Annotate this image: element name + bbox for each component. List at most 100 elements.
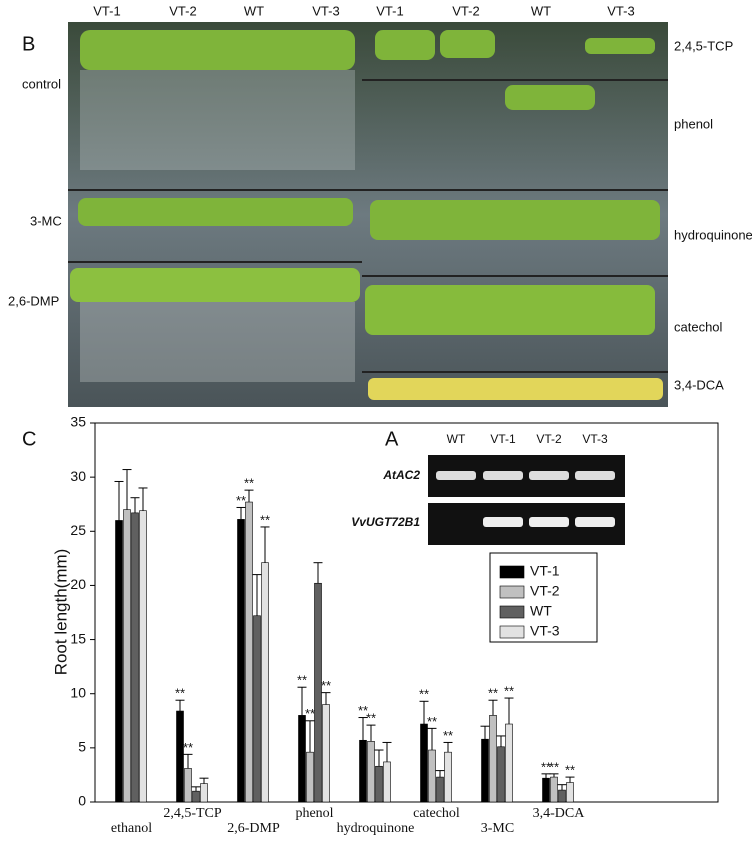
y-axis-title: Root length(mm) xyxy=(51,549,70,676)
bar xyxy=(505,723,513,803)
bar xyxy=(566,782,574,803)
bar xyxy=(436,776,444,803)
row-label: phenol xyxy=(674,116,713,131)
bar xyxy=(367,741,375,803)
panel-label: A xyxy=(385,428,399,450)
significance-label: ** xyxy=(504,683,514,698)
row-label: catechol xyxy=(674,319,723,334)
gene-label: VvUGT72B1 xyxy=(351,515,420,529)
x-tick-label: catechol xyxy=(413,806,460,821)
seedlings xyxy=(78,198,353,226)
bar xyxy=(123,509,131,803)
y-tick-label: 20 xyxy=(70,576,86,592)
legend-swatch xyxy=(499,565,525,579)
bar xyxy=(139,510,147,803)
gel-band xyxy=(436,471,476,480)
lane-label: VT-1 xyxy=(490,432,516,446)
gel-band xyxy=(483,517,523,527)
panel-label: C xyxy=(22,428,36,450)
legend-swatch xyxy=(499,605,525,619)
legend-label: VT-1 xyxy=(530,563,560,579)
roots xyxy=(80,302,355,382)
significance-label: ** xyxy=(297,673,307,688)
y-tick-label: 10 xyxy=(70,684,86,700)
column-label: VT-2 xyxy=(169,3,196,18)
y-tick-label: 0 xyxy=(78,793,86,809)
bar xyxy=(131,512,139,803)
bar xyxy=(176,710,184,803)
legend-swatch xyxy=(499,625,525,639)
significance-label: ** xyxy=(236,493,246,508)
x-tick-label: phenol xyxy=(295,806,333,821)
row-label: 2,6-DMP xyxy=(8,293,59,308)
significance-label: ** xyxy=(260,512,270,527)
significance-label: ** xyxy=(565,763,575,778)
row-label: 3-MC xyxy=(30,213,62,228)
gel-band xyxy=(483,471,523,480)
row-label: hydroquinone xyxy=(674,227,752,242)
column-label: VT-2 xyxy=(452,3,479,18)
y-tick-label: 25 xyxy=(70,522,86,538)
row-label: 3,4-DCA xyxy=(674,377,724,392)
seedlings xyxy=(585,38,655,54)
legend-label: VT-3 xyxy=(530,623,560,639)
bar xyxy=(420,723,428,803)
gel-band xyxy=(575,517,615,527)
significance-label: ** xyxy=(443,728,453,743)
lane-label: WT xyxy=(447,432,466,446)
column-label: VT-3 xyxy=(607,3,634,18)
significance-label: ** xyxy=(358,703,368,718)
bar xyxy=(192,790,200,803)
bar xyxy=(375,765,383,803)
bar xyxy=(261,562,269,803)
seedlings xyxy=(440,30,495,58)
x-tick-label: 3,4-DCA xyxy=(533,806,586,821)
photo-panel xyxy=(68,22,668,407)
bar xyxy=(481,738,489,803)
legend-label: VT-2 xyxy=(530,583,560,599)
significance-label: ** xyxy=(183,740,193,755)
row-label: 2,4,5-TCP xyxy=(674,38,733,53)
gel-band xyxy=(529,517,569,527)
column-label: VT-1 xyxy=(93,3,120,18)
bar xyxy=(115,520,123,803)
x-tick-label: 3-MC xyxy=(481,821,514,836)
bar xyxy=(428,749,436,803)
plot-frame xyxy=(94,422,719,803)
column-label: WT xyxy=(531,3,551,18)
bar xyxy=(550,776,558,803)
bar xyxy=(444,751,452,803)
y-tick-label: 30 xyxy=(70,468,86,484)
seedlings xyxy=(375,30,435,60)
bar xyxy=(245,501,253,803)
panel-label: B xyxy=(22,33,35,55)
column-label: VT-1 xyxy=(376,3,403,18)
bar xyxy=(200,783,208,803)
legend-swatch xyxy=(499,585,525,599)
lane-label: VT-2 xyxy=(536,432,562,446)
seedlings xyxy=(368,378,663,400)
bar xyxy=(298,715,306,803)
bar xyxy=(489,715,497,803)
seedlings xyxy=(370,200,660,240)
y-tick-label: 15 xyxy=(70,630,86,646)
significance-label: ** xyxy=(175,686,185,701)
bar xyxy=(306,751,314,803)
roots xyxy=(80,70,355,170)
significance-label: ** xyxy=(549,759,559,774)
gel-band xyxy=(529,471,569,480)
significance-label: ** xyxy=(244,476,254,491)
x-tick-label: 2,6-DMP xyxy=(227,821,280,836)
column-label: WT xyxy=(244,3,264,18)
significance-label: ** xyxy=(419,687,429,702)
x-tick-label: hydroquinone xyxy=(337,821,415,836)
significance-label: ** xyxy=(321,678,331,693)
significance-label: ** xyxy=(541,759,551,774)
bar xyxy=(558,789,566,803)
lane-label: VT-3 xyxy=(582,432,608,446)
x-tick-label: ethanol xyxy=(111,821,152,836)
bar xyxy=(237,519,245,803)
gene-label: AtAC2 xyxy=(382,468,420,482)
